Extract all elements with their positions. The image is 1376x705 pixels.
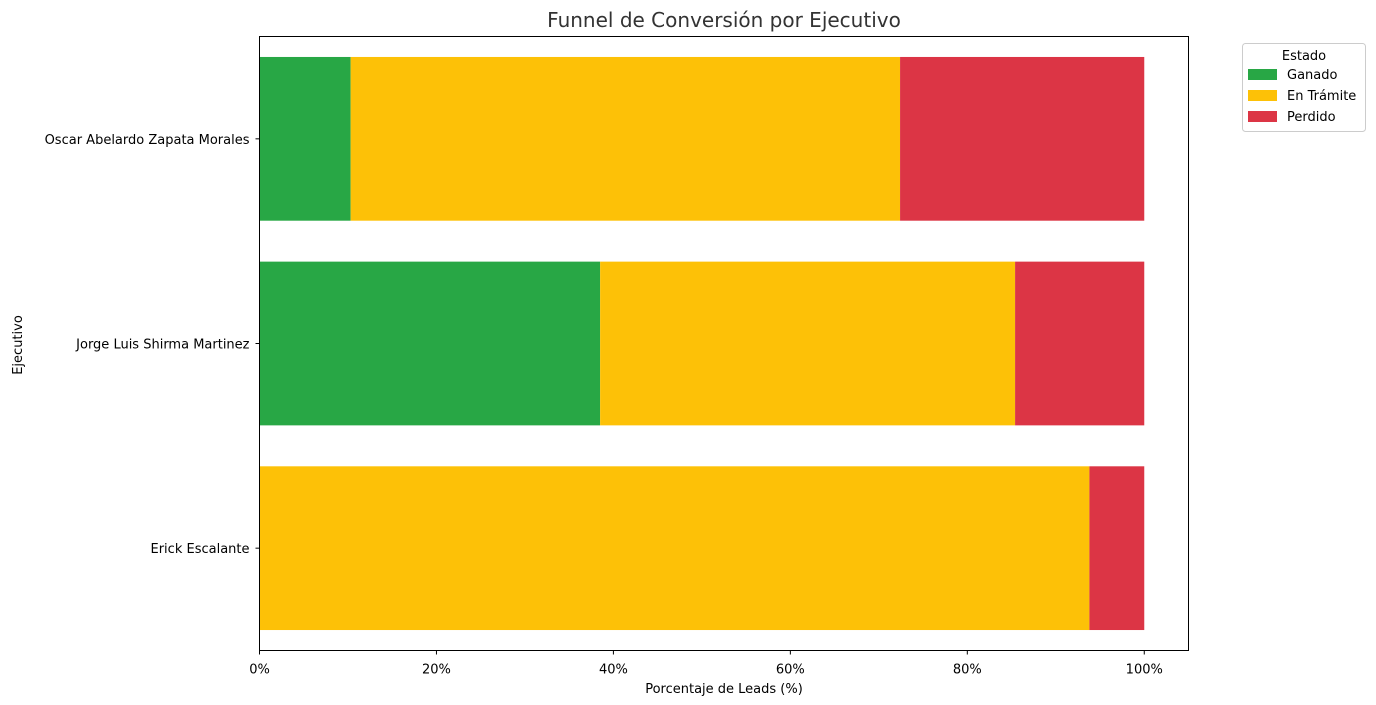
bar-en-tramite-erick-escalante xyxy=(259,466,1090,631)
bar-perdido-oscar-abelardo-zapata-morales xyxy=(900,56,1145,221)
x-tick-label: 20% xyxy=(422,663,451,678)
x-tick-label: 100% xyxy=(1126,663,1163,678)
x-tick-label: 80% xyxy=(953,663,982,678)
bars-group xyxy=(259,56,1145,631)
legend-swatch-ganado xyxy=(1248,69,1277,80)
y-axis-label: Ejecutivo xyxy=(11,315,26,375)
legend-title: Estado xyxy=(1282,49,1326,64)
x-axis-label: Porcentaje de Leads (%) xyxy=(645,682,803,697)
x-tick-label: 60% xyxy=(776,663,805,678)
legend-label-perdido: Perdido xyxy=(1287,110,1336,125)
bar-en-tramite-jorge-luis-shirma-martinez xyxy=(600,261,1016,426)
legend-swatch-perdido xyxy=(1248,111,1277,122)
legend-label-en-tramite: En Trámite xyxy=(1287,89,1356,104)
x-axis-ticks: 0% 20% 40% 60% 80% 100% xyxy=(249,650,1163,678)
x-tick-label: 0% xyxy=(249,663,270,678)
bar-ganado-jorge-luis-shirma-martinez xyxy=(259,261,601,426)
bar-perdido-erick-escalante xyxy=(1089,466,1145,631)
y-axis-ticks: Oscar Abelardo Zapata Morales Jorge Luis … xyxy=(45,133,260,557)
legend-label-ganado: Ganado xyxy=(1287,68,1337,83)
x-tick-label: 40% xyxy=(599,663,628,678)
legend-swatch-en-tramite xyxy=(1248,90,1277,101)
legend-frame xyxy=(1242,43,1366,132)
chart-title: Funnel de Conversión por Ejecutivo xyxy=(547,8,901,32)
bar-en-tramite-oscar-abelardo-zapata-morales xyxy=(350,56,901,221)
y-tick-label: Oscar Abelardo Zapata Morales xyxy=(45,133,250,148)
y-tick-label: Erick Escalante xyxy=(151,542,250,557)
y-tick-label: Jorge Luis Shirma Martinez xyxy=(75,338,250,353)
legend: Estado Ganado En Trámite Perdido xyxy=(1242,43,1366,132)
bar-perdido-jorge-luis-shirma-martinez xyxy=(1015,261,1145,426)
bar-ganado-oscar-abelardo-zapata-morales xyxy=(259,56,351,221)
